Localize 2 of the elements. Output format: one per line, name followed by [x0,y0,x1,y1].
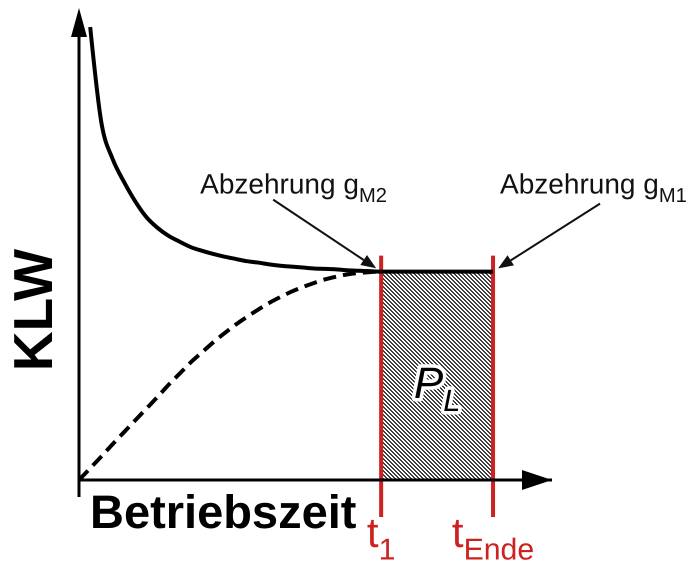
y-axis-title: KLW [2,248,64,372]
x-axis-title: Betriebszeit [90,485,357,538]
